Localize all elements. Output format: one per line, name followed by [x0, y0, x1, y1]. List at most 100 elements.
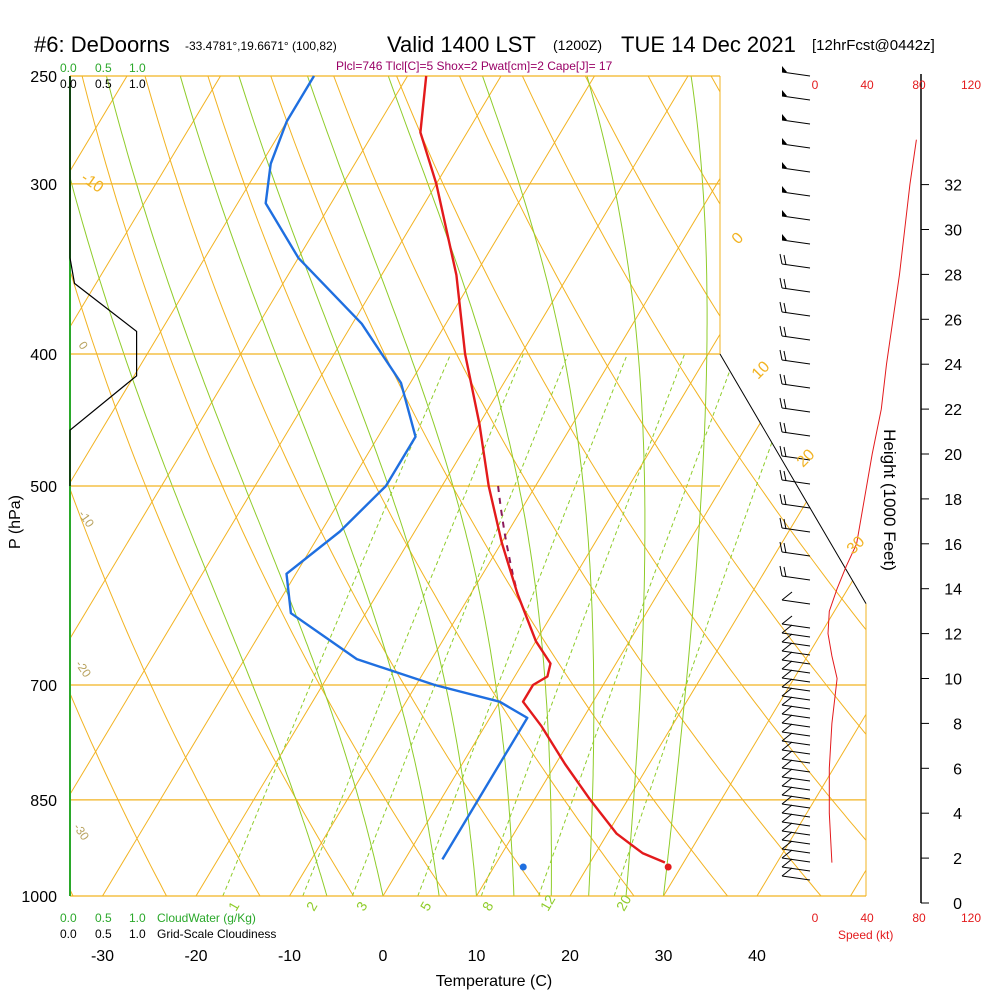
isotherm [271, 76, 797, 896]
height-tick-label: 16 [944, 537, 962, 554]
wind-barb [781, 704, 811, 710]
temperature-axis-title: Temperature (C) [436, 973, 552, 990]
dry-adiabat [386, 76, 866, 896]
height-tick-label: 0 [953, 896, 962, 913]
wind-barb-feather [781, 678, 793, 688]
height-tick-label: 10 [944, 672, 962, 689]
cw-bottom-0: 0.0 [60, 911, 77, 925]
wind-barb-feather [781, 759, 793, 769]
wind-barb-feather [781, 741, 793, 751]
stability-indices: Plcl=746 Tlcl[C]=5 Shox=2 Pwat[cm]=2 Cap… [336, 59, 613, 73]
wind-barb-feather [779, 277, 783, 289]
tropopause-edge [719, 353, 867, 604]
mixing-ratio-label: 12 [537, 892, 559, 914]
wind-barb [781, 821, 811, 827]
wind-barb [781, 527, 811, 533]
wind-barb [781, 749, 811, 755]
wind-barb [781, 383, 811, 389]
cw-top-1: 0.5 [95, 61, 112, 75]
cloudiness-label: Grid-Scale Cloudiness [157, 927, 276, 941]
moist-adiabat [482, 76, 595, 896]
cl-bottom-1: 0.5 [95, 927, 112, 941]
wind-barb-feather [783, 350, 787, 362]
wind-barb [781, 287, 811, 293]
temperature-tick-label: -10 [278, 948, 301, 965]
wind-panel: 0246810121416182022242628303200404080801… [779, 66, 981, 925]
wind-barb-flag [782, 234, 787, 240]
wind-barb [781, 335, 811, 341]
wind-barb [781, 239, 811, 245]
wind-barb-feather [781, 660, 793, 670]
pressure-tick-label: 500 [30, 479, 57, 496]
wind-barb [781, 263, 811, 269]
wind-barb-feather [779, 517, 783, 529]
pressure-tick-label: 1000 [21, 889, 57, 906]
dry-adiabat [75, 76, 467, 896]
wind-barb-feather [781, 840, 793, 850]
header-utc: (1200Z) [553, 37, 602, 53]
cl-top-2: 1.0 [129, 77, 146, 91]
isotherm [84, 76, 610, 896]
pressure-tick-label: 400 [30, 347, 57, 364]
cw-top-2: 1.0 [129, 61, 146, 75]
wind-speed-profile [827, 139, 917, 863]
temperature-tick-label: -30 [91, 948, 114, 965]
wind-barb [781, 479, 811, 485]
wind-barb-feather [781, 804, 793, 814]
wind-barb-feather [783, 470, 787, 482]
wind-barb-feather [781, 696, 793, 706]
wind-barb-feather [781, 858, 793, 868]
speed-tick-label-bottom: 80 [912, 911, 926, 925]
surface-temperature-dot [664, 863, 672, 871]
temperature-tick-label: 40 [748, 948, 766, 965]
wind-barb-flag [782, 210, 787, 216]
height-tick-label: 26 [944, 312, 962, 329]
temperature-tick-label: 10 [468, 948, 486, 965]
height-tick-label: 14 [944, 582, 962, 599]
height-tick-label: 32 [944, 178, 962, 195]
mixing-ratio-line [613, 353, 805, 896]
header-valid: Valid 1400 LST [387, 32, 536, 57]
wind-barb-flag [782, 66, 787, 72]
wind-barb [781, 623, 811, 629]
height-tick-label: 6 [953, 761, 962, 778]
wind-barb-feather [779, 325, 783, 337]
temperature-tick-label: -20 [184, 948, 207, 965]
wind-barb [781, 794, 811, 800]
wind-barb [781, 659, 811, 665]
speed-tick-label-top: 80 [912, 78, 926, 92]
wind-barb-feather [781, 777, 793, 787]
dry-adiabat [200, 76, 657, 896]
speed-tick-label-bottom: 40 [860, 911, 874, 925]
wind-barb-feather [779, 349, 783, 361]
wind-barb-feather [781, 633, 793, 643]
wind-barb [781, 407, 811, 413]
dry-adiabat [70, 76, 183, 896]
wind-barb-feather [783, 542, 787, 554]
wind-barb-feather [779, 421, 783, 433]
height-tick-label: 18 [944, 492, 962, 509]
wind-barb-feather [783, 278, 787, 290]
wind-barb-feather [783, 566, 787, 578]
wind-barb [781, 758, 811, 764]
wind-barb-feather [781, 624, 793, 634]
wind-barb [781, 632, 811, 638]
wind-barb-feather [781, 732, 793, 742]
wind-barb [781, 812, 811, 818]
wind-barb-flag [782, 90, 787, 96]
profile-plots [69, 75, 672, 871]
wind-barb-feather [781, 687, 793, 697]
dry-adiabat [324, 76, 847, 896]
isotherm [70, 76, 236, 896]
wind-barb [781, 785, 811, 791]
wind-barb [781, 677, 811, 683]
speed-tick-label-bottom: 120 [961, 911, 981, 925]
wind-barb-feather [783, 494, 787, 506]
wind-barb-feather [779, 397, 783, 409]
dry-adiabat [70, 76, 278, 896]
mixing-ratio-label: 20 [613, 892, 635, 914]
wind-barb-feather [781, 867, 793, 877]
wind-barb-feather [783, 374, 787, 386]
wind-barb-flag [782, 138, 787, 144]
